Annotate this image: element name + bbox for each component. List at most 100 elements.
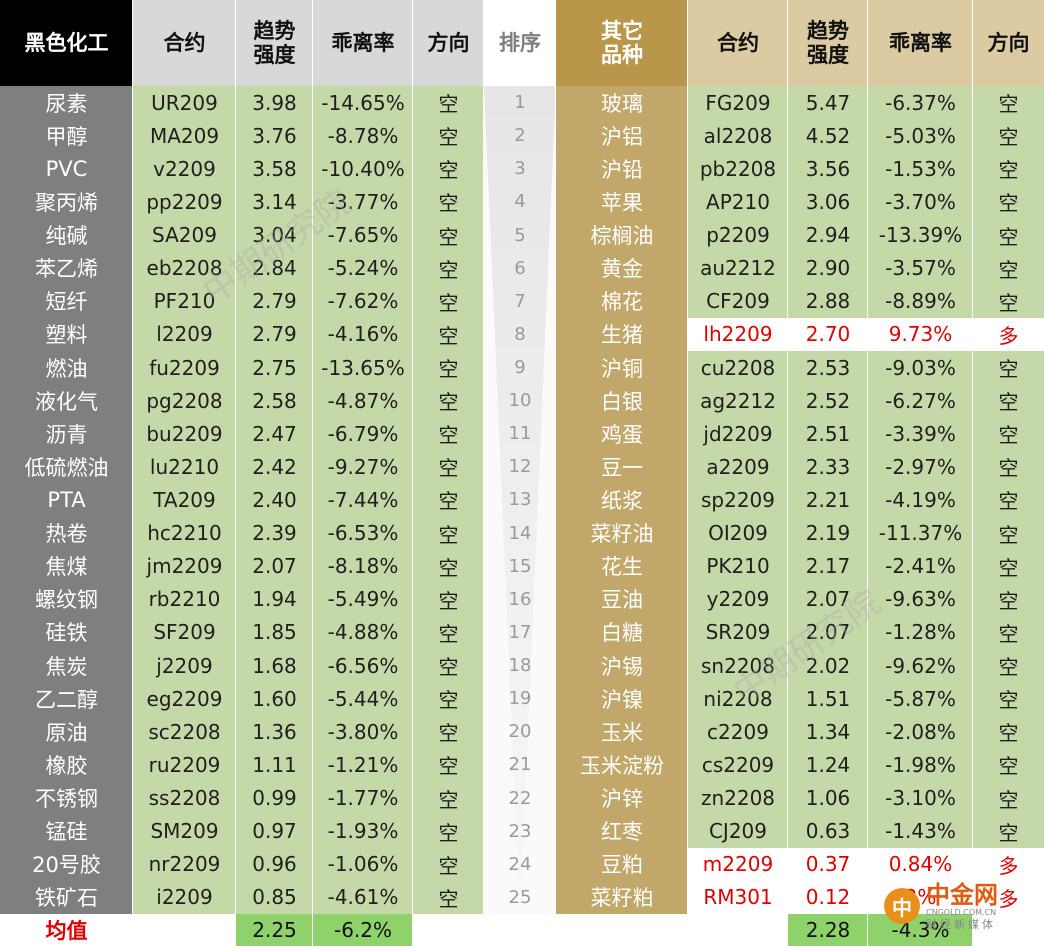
right-deviation-rate: -2.08% <box>868 715 973 749</box>
right-contract: al2208 <box>688 119 788 153</box>
right-contract: AP210 <box>688 185 788 219</box>
right-product-name: 豆一 <box>556 450 688 484</box>
column-divider <box>412 0 413 946</box>
right-direction: 空 <box>973 251 1044 285</box>
right-trend-strength: 1.34 <box>788 715 868 749</box>
rank-number: 4 <box>514 191 526 213</box>
rank-number: 13 <box>508 489 532 511</box>
left-trend-strength: 2.39 <box>236 516 313 550</box>
right-deviation-rate: -4.19% <box>868 483 973 517</box>
right-contract: PK210 <box>688 549 788 583</box>
left-deviation-rate: -5.44% <box>313 682 413 716</box>
left-direction: 空 <box>413 847 484 881</box>
right-direction: 空 <box>973 715 1044 749</box>
left-contract: pp2209 <box>133 185 236 219</box>
left-deviation-rate: -8.18% <box>313 549 413 583</box>
right-contract: ni2208 <box>688 682 788 716</box>
left-trend-strength: 3.58 <box>236 152 313 186</box>
right-deviation-rate: -1.43% <box>868 814 973 848</box>
logo-tagline: 财经新媒体 <box>926 917 996 931</box>
right-direction: 空 <box>973 649 1044 683</box>
right-direction: 空 <box>973 218 1044 252</box>
cngold-logo: 中 中金网 CNGOLD.COM.CN 财经新媒体 <box>884 870 1044 942</box>
left-direction: 空 <box>413 880 484 914</box>
right-product-name: 沪铝 <box>556 119 688 153</box>
rank-number: 18 <box>508 655 532 677</box>
rank-number: 24 <box>508 853 532 875</box>
right-trend-strength: 4.52 <box>788 119 868 153</box>
header-left-contract: 合约 <box>133 0 236 86</box>
left-product-name: 甲醇 <box>0 119 133 153</box>
average-blank <box>556 914 688 946</box>
cngold-logo-icon: 中 <box>884 888 920 924</box>
right-direction: 空 <box>973 781 1044 815</box>
left-contract: pg2208 <box>133 384 236 418</box>
left-contract: sc2208 <box>133 715 236 749</box>
left-deviation-rate: -7.44% <box>313 483 413 517</box>
right-product-name: 红枣 <box>556 814 688 848</box>
left-direction: 空 <box>413 450 484 484</box>
column-divider <box>555 0 556 946</box>
right-deviation-rate: -9.63% <box>868 582 973 616</box>
left-direction: 空 <box>413 549 484 583</box>
left-trend-strength: 2.58 <box>236 384 313 418</box>
right-trend-strength: 2.70 <box>788 317 868 351</box>
right-product-name: 玉米淀粉 <box>556 748 688 782</box>
left-contract: rb2210 <box>133 582 236 616</box>
right-trend-strength: 2.33 <box>788 450 868 484</box>
average-blank <box>484 914 556 946</box>
left-contract: ss2208 <box>133 781 236 815</box>
right-product-name: 沪铜 <box>556 350 688 385</box>
left-direction: 空 <box>413 715 484 749</box>
right-product-name: 菜籽油 <box>556 516 688 550</box>
left-product-name: 20号胶 <box>0 847 133 881</box>
left-trend-strength: 2.47 <box>236 417 313 451</box>
right-product-name: 豆油 <box>556 582 688 616</box>
average-label: 均值 <box>0 914 133 946</box>
left-product-name: 螺纹钢 <box>0 582 133 616</box>
right-contract: FG209 <box>688 86 788 120</box>
column-divider <box>867 0 868 946</box>
right-deviation-rate: -1.28% <box>868 615 973 650</box>
left-product-name: PVC <box>0 152 133 186</box>
left-contract: j2209 <box>133 649 236 683</box>
right-direction: 多 <box>973 880 1044 914</box>
right-trend-strength: 1.24 <box>788 748 868 782</box>
right-direction: 空 <box>973 516 1044 550</box>
left-direction: 空 <box>413 384 484 418</box>
left-contract: eg2209 <box>133 682 236 716</box>
right-deviation-rate: -3.70% <box>868 185 973 219</box>
left-trend-strength: 2.79 <box>236 317 313 351</box>
right-contract: au2212 <box>688 251 788 285</box>
right-contract: jd2209 <box>688 417 788 451</box>
right-trend-strength: 1.06 <box>788 781 868 815</box>
left-deviation-rate: -13.65% <box>313 350 413 385</box>
right-deviation-rate: -2.97% <box>868 450 973 484</box>
left-contract: hc2210 <box>133 516 236 550</box>
left-product-name: 原油 <box>0 715 133 749</box>
right-product-name: 沪锌 <box>556 781 688 815</box>
left-direction: 空 <box>413 185 484 219</box>
column-divider <box>687 0 688 946</box>
left-direction: 空 <box>413 350 484 385</box>
rank-number: 23 <box>508 820 532 842</box>
right-direction: 空 <box>973 483 1044 517</box>
right-trend-strength: 0.37 <box>788 847 868 881</box>
right-product-name: 白糖 <box>556 615 688 650</box>
right-direction: 空 <box>973 417 1044 451</box>
right-product-name: 苹果 <box>556 185 688 219</box>
right-contract: cs2209 <box>688 748 788 782</box>
rank-number: 14 <box>508 522 532 544</box>
right-direction: 空 <box>973 350 1044 385</box>
right-direction: 空 <box>973 86 1044 120</box>
header-rank: 排序 <box>484 0 556 86</box>
right-product-name: 黄金 <box>556 251 688 285</box>
left-deviation-rate: -14.65% <box>313 86 413 120</box>
right-trend-strength: 2.21 <box>788 483 868 517</box>
left-product-name: 塑料 <box>0 317 133 351</box>
left-deviation-rate: -3.77% <box>313 185 413 219</box>
left-contract: bu2209 <box>133 417 236 451</box>
right-average-strength: 2.28 <box>788 914 868 946</box>
right-product-name: 纸浆 <box>556 483 688 517</box>
right-trend-strength: 2.52 <box>788 384 868 418</box>
